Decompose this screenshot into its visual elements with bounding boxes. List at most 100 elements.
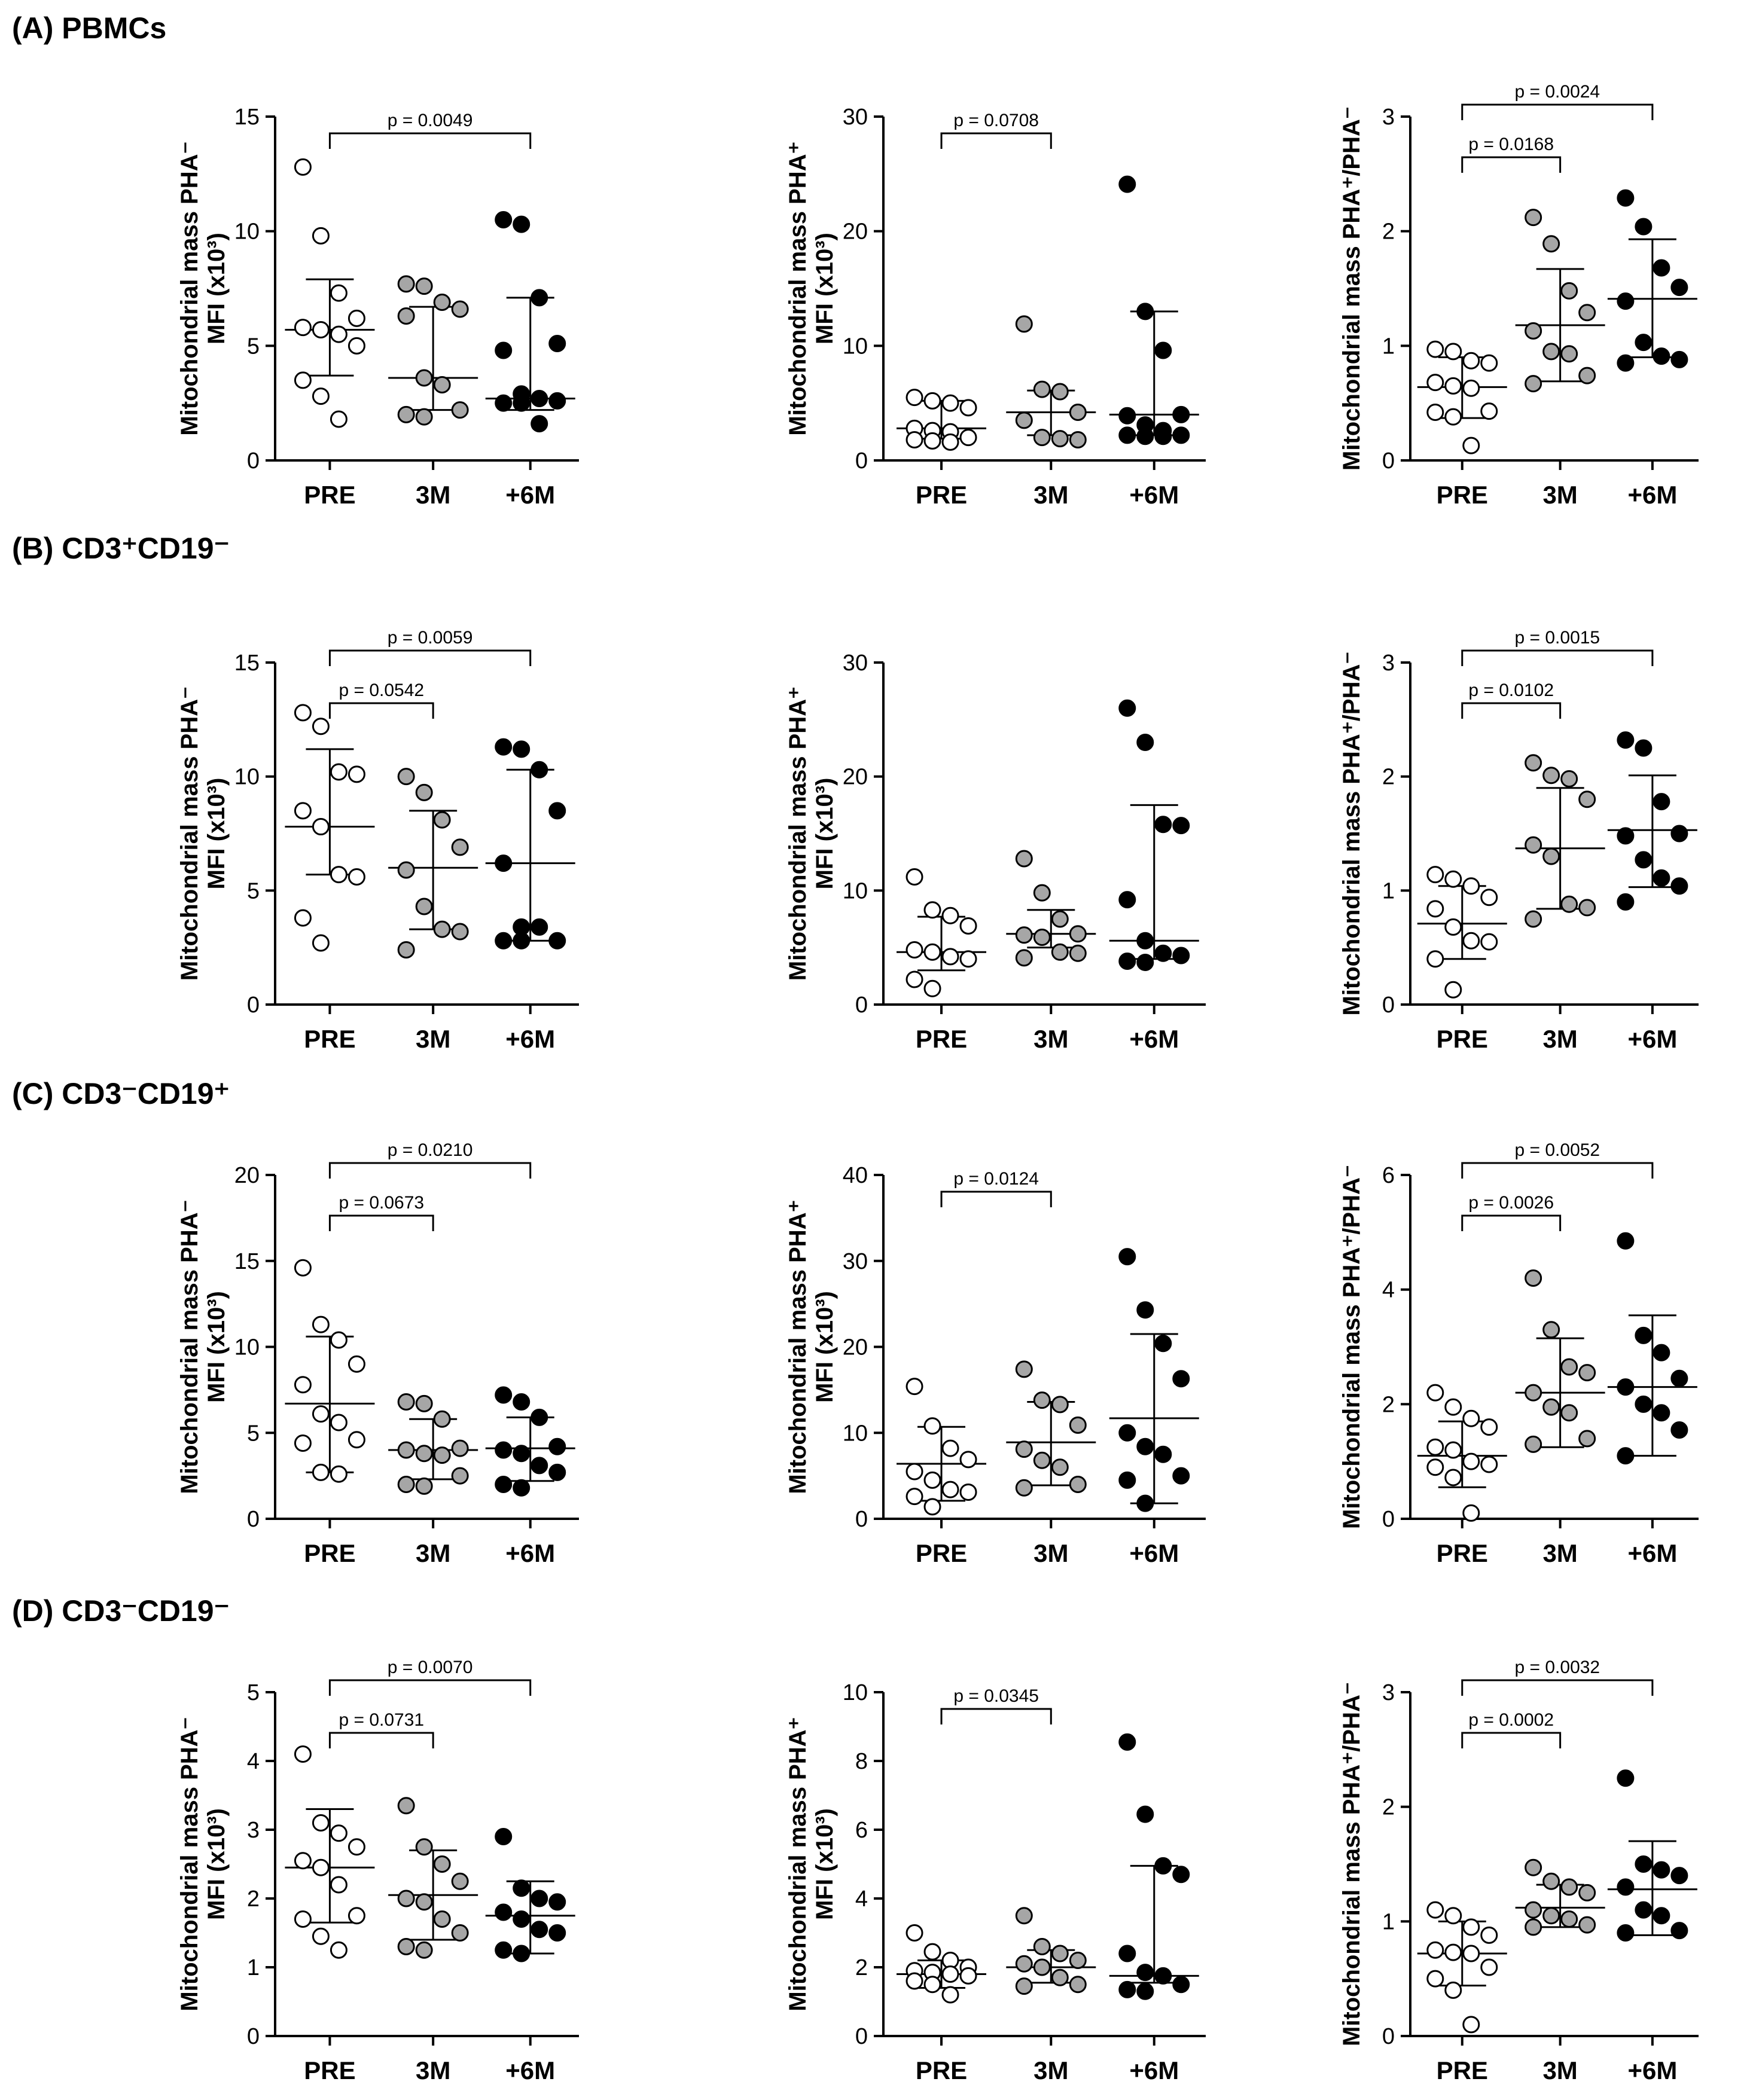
data-point [415, 1838, 433, 1856]
x-tick-label: PRE [1437, 1025, 1488, 1053]
x-tick-label: +6M [1129, 1025, 1179, 1053]
chart-D-1: 0 1 2 3 4 5 PRE 3M +6M Mitochondrial mass PHA⁻ MFI… [176, 1658, 579, 2084]
data-point [531, 761, 548, 779]
data-point [531, 1457, 548, 1475]
y-axis-label: MFI (x10³) [203, 778, 230, 890]
data-point [294, 1910, 312, 1928]
x-tick-label: PRE [304, 1025, 355, 1053]
data-point [1542, 1398, 1560, 1416]
y-tick-label: 0 [855, 2024, 868, 2049]
data-point [294, 319, 312, 337]
data-point [1118, 1424, 1136, 1442]
x-tick-label: 3M [1542, 2056, 1577, 2084]
y-axis-label: MFI (x10³) [203, 233, 230, 344]
data-point [1578, 1916, 1596, 1934]
data-point [1670, 825, 1688, 843]
data-point [495, 1941, 513, 1959]
y-axis-label: Mitochondrial mass PHA⁺ [785, 1717, 811, 2011]
data-point [1542, 343, 1560, 361]
x-tick-label: +6M [1627, 481, 1677, 509]
data-point [294, 1852, 312, 1870]
data-point [1172, 1370, 1190, 1388]
y-axis-label: Mitochondrial mass PHA⁻ [176, 1199, 203, 1494]
data-point [1069, 431, 1087, 448]
y-tick-label: 5 [247, 1421, 260, 1446]
data-point [1118, 1733, 1136, 1751]
data-point [1033, 1451, 1051, 1469]
data-point [312, 1858, 330, 1876]
data-point [451, 300, 469, 318]
data-point [531, 918, 548, 936]
chart-B-3: 0 1 2 3 PRE 3M +6M Mitochondrial mass PHA⁺/PHA⁻… [1339, 628, 1699, 1053]
data-point [1426, 1438, 1444, 1456]
y-tick-label: 0 [1382, 2024, 1395, 2049]
data-point [1136, 953, 1154, 971]
data-point [1172, 947, 1190, 964]
data-point [1118, 426, 1136, 444]
data-point [347, 765, 365, 783]
data-point [1560, 282, 1578, 300]
data-point [1480, 1455, 1498, 1473]
data-point [397, 768, 415, 786]
data-point [923, 901, 941, 919]
data-point [312, 321, 330, 338]
data-point [906, 389, 923, 407]
y-axis-label: Mitochondrial mass PHA⁺/PHA⁻ [1339, 106, 1365, 471]
y-tick-label: 4 [247, 1749, 260, 1774]
data-point [1136, 428, 1154, 445]
data-point [415, 1941, 433, 1959]
p-value-label: p = 0.0024 [1514, 82, 1600, 102]
data-point [1118, 699, 1136, 717]
data-point [1154, 1335, 1172, 1353]
x-tick-label: +6M [505, 481, 555, 509]
data-point [1051, 430, 1069, 448]
data-point [1033, 884, 1051, 902]
data-point [1480, 1958, 1498, 1976]
data-point [415, 783, 433, 801]
y-tick-label: 0 [247, 2024, 260, 2049]
data-point [1462, 2016, 1480, 2034]
data-point [347, 337, 365, 355]
data-point [1525, 209, 1542, 227]
comparison-bracket [328, 702, 434, 719]
data-point [1118, 407, 1136, 425]
comparison-bracket [328, 1732, 434, 1748]
data-point [1069, 944, 1087, 962]
data-point [906, 1488, 923, 1506]
data-point [906, 431, 923, 448]
data-point [906, 1463, 923, 1481]
data-point [923, 1976, 941, 1994]
data-point [548, 1893, 566, 1911]
y-tick-label: 10 [234, 1335, 260, 1360]
data-point [1136, 1494, 1154, 1512]
data-point [959, 1451, 977, 1469]
data-point [531, 415, 548, 433]
comparison-bracket [1461, 702, 1562, 719]
data-point [433, 1410, 451, 1428]
data-point [347, 1355, 365, 1373]
data-point [1172, 817, 1190, 835]
row-title-c: (C) CD3⁻CD19⁺ [12, 1077, 230, 1110]
data-point [1015, 1479, 1033, 1497]
data-point [1462, 1452, 1480, 1470]
data-point [1635, 1395, 1653, 1413]
comparison-bracket [940, 1191, 1052, 1207]
data-point [1426, 900, 1444, 918]
data-point [531, 1408, 548, 1426]
data-point [1015, 411, 1033, 429]
comparison-bracket [328, 132, 532, 149]
data-point [1578, 1884, 1596, 1901]
data-point [1444, 1441, 1462, 1459]
data-point [312, 818, 330, 836]
x-tick-label: +6M [1627, 1025, 1677, 1053]
data-point [1560, 345, 1578, 363]
data-point [433, 376, 451, 393]
data-point [941, 906, 959, 924]
data-point [1462, 1945, 1480, 1962]
x-tick-label: +6M [1129, 1539, 1179, 1567]
data-point [513, 394, 531, 412]
data-point [1172, 1976, 1190, 1994]
data-point [1525, 375, 1542, 393]
data-point [397, 1938, 415, 1955]
data-point [1051, 1968, 1069, 1986]
